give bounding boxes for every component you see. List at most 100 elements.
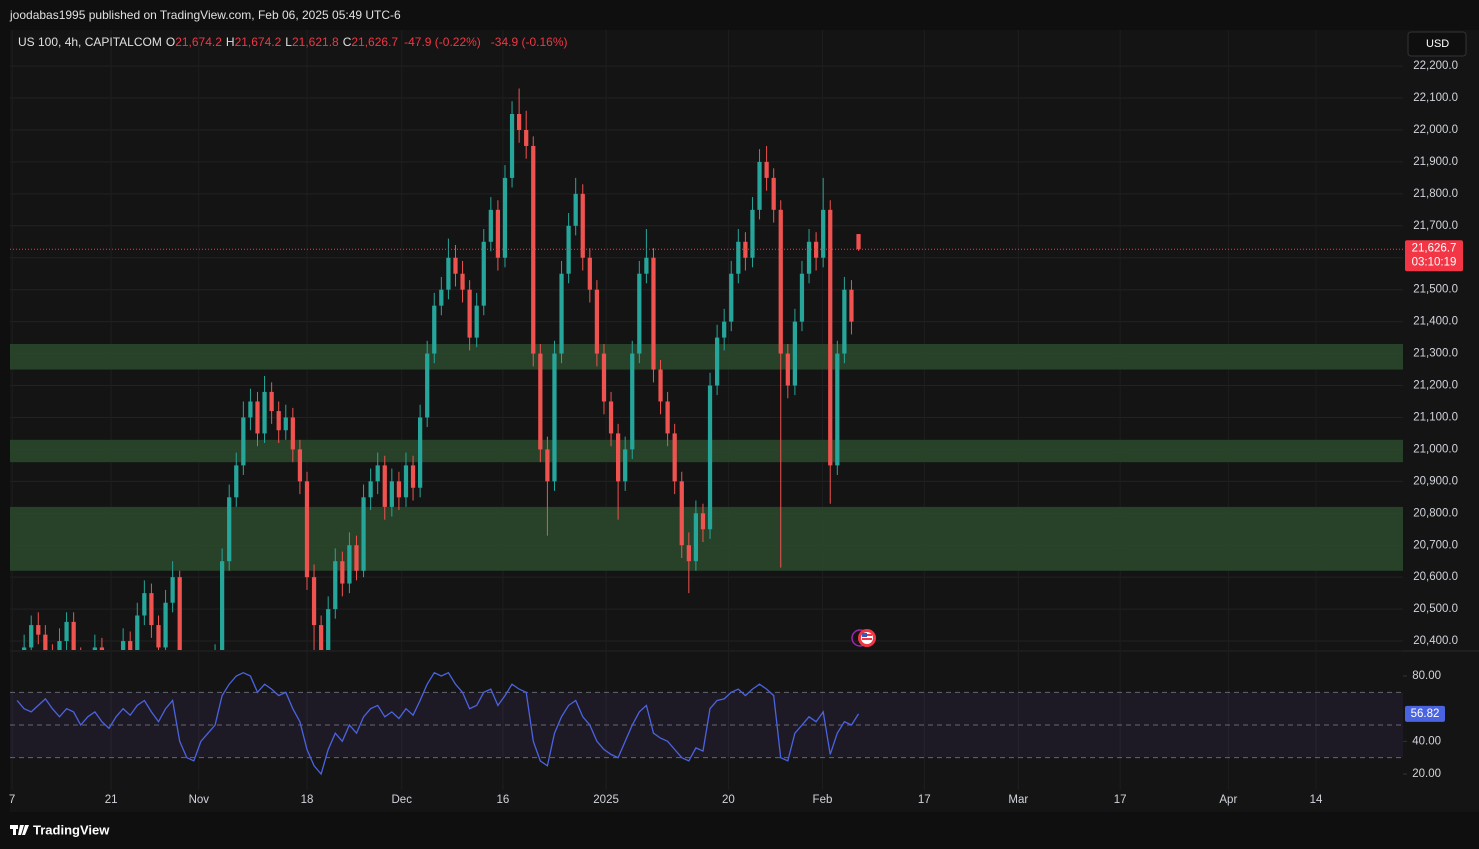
candle-body xyxy=(502,177,508,258)
y-tick-label: 20,600.0 xyxy=(1413,571,1458,583)
candle-body xyxy=(856,234,861,250)
countdown: 03:10:19 xyxy=(1412,256,1457,268)
candle-body xyxy=(700,513,706,530)
logo xyxy=(10,825,29,835)
y-tick-label: 21,300.0 xyxy=(1413,348,1458,360)
candle-body xyxy=(64,621,69,642)
candle-body xyxy=(693,513,699,562)
candle-body xyxy=(220,561,225,650)
y-tick-label: 21,100.0 xyxy=(1413,411,1458,423)
price-axis xyxy=(1403,30,1479,812)
last-price-label: 21,626.7 xyxy=(1412,242,1457,254)
candle-body xyxy=(771,177,776,210)
x-tick-label: Nov xyxy=(189,794,210,806)
y-tick-label: 80.00 xyxy=(1412,670,1441,682)
axes: 20,400.0 20,500.0 20,600.0 20,700.0 20,800.0… xyxy=(9,60,1463,806)
candle-body xyxy=(418,417,423,488)
candle-body xyxy=(531,145,536,354)
x-tick-label: 21 xyxy=(105,794,118,806)
candle-body xyxy=(757,161,762,210)
x-tick-label: 17 xyxy=(918,794,931,806)
candle-body xyxy=(99,647,105,650)
candle-body xyxy=(743,241,748,258)
candle-body xyxy=(453,257,458,274)
legend-value: 21,621.8 xyxy=(291,35,339,49)
candle-body xyxy=(121,641,126,650)
legend-key: H xyxy=(225,35,235,49)
candle-body xyxy=(163,602,168,648)
y-tick-label: 22,000.0 xyxy=(1413,124,1458,136)
x-tick-label: 20 xyxy=(722,794,735,806)
candle-body xyxy=(813,241,819,258)
x-tick-label: 16 xyxy=(496,794,509,806)
candle-body xyxy=(156,625,161,648)
candle-body xyxy=(177,577,182,650)
rsi-line xyxy=(16,671,860,776)
y-tick-label: 20,800.0 xyxy=(1413,507,1458,519)
event-icons xyxy=(851,629,876,647)
candle-body xyxy=(283,417,288,431)
rsi-pane xyxy=(10,652,1403,790)
x-tick-label: 7 xyxy=(9,794,15,806)
candle-body xyxy=(311,577,317,626)
y-tick-label: 20,900.0 xyxy=(1413,475,1458,487)
candle-body xyxy=(333,561,338,610)
candle-body xyxy=(594,289,600,354)
y-tick-label: 22,100.0 xyxy=(1413,92,1458,104)
x-tick-label: 18 xyxy=(301,794,314,806)
candle-body xyxy=(319,625,324,650)
x-tick-label: Feb xyxy=(813,794,833,806)
candle-body xyxy=(601,353,607,402)
candle-body xyxy=(269,391,274,412)
candle-body xyxy=(764,161,769,178)
y-tick-label: 20.00 xyxy=(1412,768,1441,780)
candle-body xyxy=(71,621,76,650)
candle-body xyxy=(36,625,41,635)
candle-body xyxy=(799,273,805,322)
candle-body xyxy=(354,545,359,571)
x-tick-label: Mar xyxy=(1008,794,1028,806)
candle-body xyxy=(326,609,331,650)
candle-body xyxy=(396,481,402,498)
time-axis xyxy=(10,790,1403,812)
candle-body xyxy=(587,257,592,290)
candle-body xyxy=(432,305,437,354)
candle-body xyxy=(297,449,303,482)
candle-body xyxy=(467,289,472,338)
candle-body xyxy=(842,289,847,354)
legend-key: C xyxy=(342,35,352,49)
candle-body xyxy=(516,114,522,130)
candle-body xyxy=(128,641,133,650)
y-tick-label: 40.00 xyxy=(1412,735,1441,747)
candle-body xyxy=(57,641,62,650)
candle-body xyxy=(630,353,635,450)
candle-body xyxy=(672,433,677,482)
candle-body xyxy=(276,411,281,431)
candle-body xyxy=(304,481,310,578)
candle-body xyxy=(722,321,727,338)
candle-body xyxy=(375,465,380,482)
y-tick-label: 21,800.0 xyxy=(1413,188,1458,200)
currency[interactable]: USD xyxy=(1426,38,1449,50)
candle-body xyxy=(608,401,614,434)
candle-body xyxy=(481,241,486,306)
y-tick-label: 20,400.0 xyxy=(1413,635,1458,647)
candle-body xyxy=(142,593,147,616)
legend-value: 21,674.2 xyxy=(234,35,282,49)
candle-body xyxy=(707,385,713,530)
candle-body xyxy=(22,647,27,650)
candle-body xyxy=(382,465,387,507)
x-tick-label: Dec xyxy=(392,794,413,806)
candle-body xyxy=(368,481,373,498)
rsi-last-label: 56.82 xyxy=(1411,708,1440,720)
candle-body xyxy=(446,257,451,290)
legend-value: 21,674.2 xyxy=(175,35,222,49)
currency-button[interactable] xyxy=(1407,31,1467,57)
candle-body xyxy=(849,289,854,322)
candle-body xyxy=(736,241,741,274)
candle-body xyxy=(495,209,501,258)
y-tick-label: 21,900.0 xyxy=(1413,156,1458,168)
candle-body xyxy=(729,273,734,322)
candle-body xyxy=(651,257,656,370)
